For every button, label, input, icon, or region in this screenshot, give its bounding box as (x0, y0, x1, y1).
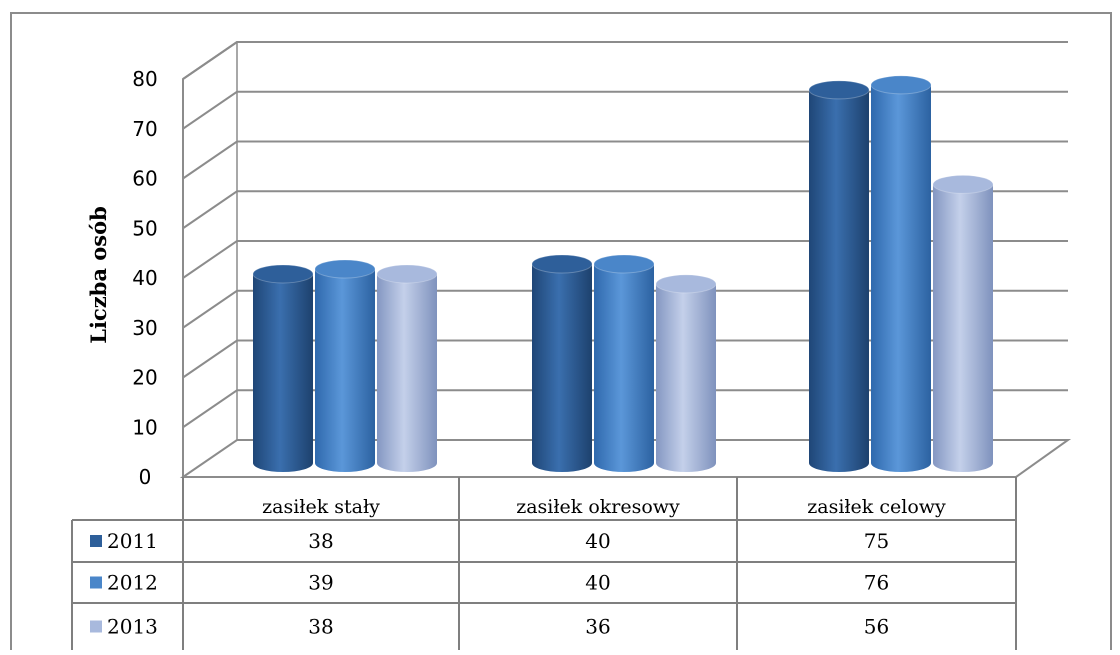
y-tick-label: 60 (132, 167, 157, 191)
bar-top (808, 80, 870, 100)
category-label: zasiłek okresowy (516, 496, 680, 518)
data-value: 76 (864, 571, 889, 595)
bar-top (932, 174, 994, 194)
series-name: 2012 (107, 571, 158, 595)
bar-top (252, 264, 314, 284)
bar-body (253, 273, 313, 472)
gridline (182, 389, 1068, 429)
category-label: zasiłek celowy (807, 496, 946, 518)
bar-body (315, 268, 375, 472)
bar-top (531, 254, 593, 274)
gridline (182, 140, 1068, 180)
bar-top (870, 75, 932, 95)
data-value: 56 (864, 615, 889, 639)
y-tick-label: 0 (139, 465, 152, 489)
bar-top (376, 264, 438, 284)
data-value: 38 (308, 529, 333, 553)
chart-frame (10, 12, 1112, 655)
series-name: 2013 (107, 615, 158, 639)
bar (531, 254, 593, 472)
bar-top (655, 274, 717, 294)
legend-swatch (90, 620, 102, 633)
y-axis-ticks: 0 10 20 30 40 50 60 70 80 (132, 67, 157, 489)
data-value: 40 (585, 529, 610, 553)
data-value: 36 (585, 615, 610, 639)
y-axis-label: Liczba osób (86, 206, 111, 344)
data-value: 38 (308, 615, 333, 639)
bars (252, 75, 994, 473)
data-value: 40 (585, 571, 610, 595)
y-tick-label: 50 (132, 216, 157, 240)
category-label: zasiłek stały (262, 496, 380, 518)
bar-body (532, 264, 592, 472)
gridline (182, 90, 1068, 130)
y-tick-label: 80 (132, 67, 157, 91)
gridline (182, 190, 1068, 230)
data-value: 39 (308, 571, 333, 595)
y-tick-label: 10 (132, 415, 157, 439)
legend-swatch (90, 535, 102, 547)
data-table: zasiłek stały zasiłek okresowy zasiłek cel… (71, 477, 1017, 650)
gridline (182, 41, 1068, 80)
bar-body (594, 264, 654, 472)
floor-edge (179, 439, 1072, 478)
bar-body (933, 184, 993, 472)
bar-body (809, 89, 869, 472)
bar-top (593, 254, 655, 274)
legend-swatch (90, 576, 102, 589)
bar (932, 174, 994, 472)
bar-body (656, 283, 716, 472)
y-tick-label: 30 (132, 316, 157, 340)
bar (314, 259, 376, 472)
bar (376, 264, 438, 472)
bar (593, 254, 655, 472)
bar-body (377, 273, 437, 472)
gridline (182, 339, 1068, 379)
bar (870, 75, 932, 473)
gridlines (182, 41, 1068, 429)
y-tick-label: 70 (132, 117, 157, 141)
data-value: 75 (864, 529, 889, 553)
series-name: 2011 (107, 529, 158, 553)
bar-body (871, 84, 931, 473)
y-tick-label: 20 (132, 366, 157, 390)
gridline (182, 289, 1068, 329)
bar (655, 274, 717, 472)
bar (808, 80, 870, 472)
gridline (182, 240, 1068, 279)
bar (252, 264, 314, 472)
bar-top (314, 259, 376, 279)
y-tick-label: 40 (132, 266, 157, 290)
